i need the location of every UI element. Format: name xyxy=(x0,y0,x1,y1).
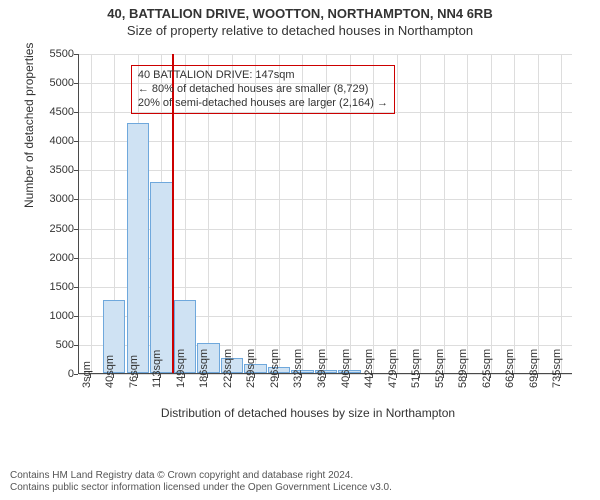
y-tick-label: 1000 xyxy=(34,310,74,322)
y-axis-label: Number of detached properties xyxy=(22,43,36,208)
grid-vertical xyxy=(397,54,398,373)
y-tick-mark xyxy=(74,199,78,200)
y-tick-mark xyxy=(74,112,78,113)
y-tick-label: 5500 xyxy=(34,48,74,60)
annotation-line: ← 80% of detached houses are smaller (8,… xyxy=(138,83,388,97)
histogram-bar xyxy=(127,123,149,373)
y-tick-mark xyxy=(74,258,78,259)
grid-vertical xyxy=(91,54,92,373)
grid-vertical xyxy=(420,54,421,373)
annotation-box: 40 BATTALION DRIVE: 147sqm← 80% of detac… xyxy=(131,65,395,114)
grid-vertical xyxy=(444,54,445,373)
annotation-line: 40 BATTALION DRIVE: 147sqm xyxy=(138,69,388,83)
y-tick-mark xyxy=(74,345,78,346)
y-tick-label: 2500 xyxy=(34,223,74,235)
chart-container: Number of detached properties 40 BATTALI… xyxy=(38,48,578,418)
footer-line-1: Contains HM Land Registry data © Crown c… xyxy=(10,470,392,482)
y-tick-label: 5000 xyxy=(34,77,74,89)
chart-title-subtitle: Size of property relative to detached ho… xyxy=(0,23,600,38)
y-tick-label: 4500 xyxy=(34,106,74,118)
y-tick-mark xyxy=(74,316,78,317)
grid-vertical xyxy=(491,54,492,373)
grid-vertical xyxy=(561,54,562,373)
chart-title-address: 40, BATTALION DRIVE, WOOTTON, NORTHAMPTO… xyxy=(0,6,600,21)
y-tick-mark xyxy=(74,54,78,55)
histogram-bar xyxy=(150,182,172,373)
y-tick-label: 2000 xyxy=(34,252,74,264)
footer-line-2: Contains public sector information licen… xyxy=(10,482,392,494)
y-tick-label: 1500 xyxy=(34,281,74,293)
x-axis-label: Distribution of detached houses by size … xyxy=(38,406,578,420)
grid-vertical xyxy=(538,54,539,373)
y-tick-label: 4000 xyxy=(34,135,74,147)
y-tick-mark xyxy=(74,170,78,171)
y-tick-mark xyxy=(74,141,78,142)
annotation-line: 20% of semi-detached houses are larger (… xyxy=(138,97,388,111)
y-tick-mark xyxy=(74,374,78,375)
y-tick-label: 3500 xyxy=(34,164,74,176)
attribution-footer: Contains HM Land Registry data © Crown c… xyxy=(10,470,392,494)
y-tick-label: 500 xyxy=(34,339,74,351)
y-tick-mark xyxy=(74,287,78,288)
y-tick-label: 3000 xyxy=(34,193,74,205)
plot-area: 40 BATTALION DRIVE: 147sqm← 80% of detac… xyxy=(78,54,572,374)
grid-vertical xyxy=(467,54,468,373)
y-tick-mark xyxy=(74,229,78,230)
grid-vertical xyxy=(514,54,515,373)
y-tick-label: 0 xyxy=(34,368,74,380)
y-tick-mark xyxy=(74,83,78,84)
